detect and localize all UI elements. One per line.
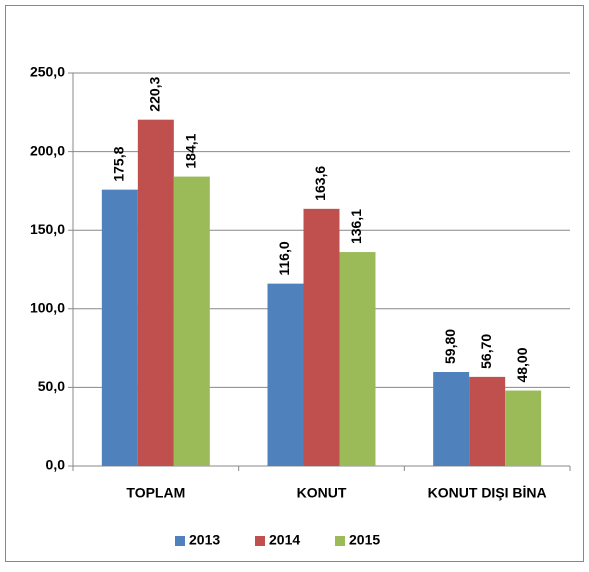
y-tick-label: 0,0 xyxy=(46,457,66,473)
x-tick-label: TOPLAM xyxy=(126,485,185,501)
legend-swatch xyxy=(255,536,265,546)
legend-label: 2013 xyxy=(189,532,220,548)
bar xyxy=(339,252,376,466)
data-label: 220,3 xyxy=(147,76,163,111)
bar xyxy=(303,208,340,466)
bar xyxy=(267,283,304,466)
legend-swatch xyxy=(335,536,345,546)
data-label: 116,0 xyxy=(276,241,292,275)
y-tick-label: 200,0 xyxy=(30,142,65,158)
legend-label: 2014 xyxy=(269,532,300,548)
y-tick-label: 150,0 xyxy=(30,221,65,237)
bar xyxy=(469,376,506,466)
data-label: 136,1 xyxy=(348,209,364,244)
bar xyxy=(505,390,542,466)
data-label: 59,80 xyxy=(442,329,458,364)
data-label: 175,8 xyxy=(111,146,127,181)
legend-label: 2015 xyxy=(349,532,380,548)
bar xyxy=(137,119,174,466)
data-label: 163,6 xyxy=(312,166,328,201)
data-label: 56,70 xyxy=(478,334,494,369)
x-tick-label: KONUT DIŞI BİNA xyxy=(428,485,547,501)
legend-swatch xyxy=(175,536,185,546)
bar xyxy=(173,176,210,467)
chart-border xyxy=(5,5,584,562)
data-label: 48,00 xyxy=(514,347,530,382)
x-tick-label: KONUT xyxy=(297,485,347,501)
data-label: 184,1 xyxy=(183,133,199,168)
bar xyxy=(433,371,470,466)
y-tick-label: 50,0 xyxy=(38,378,65,394)
y-tick-label: 100,0 xyxy=(30,300,65,316)
bar xyxy=(101,189,138,466)
y-tick-label: 250,0 xyxy=(30,64,65,80)
